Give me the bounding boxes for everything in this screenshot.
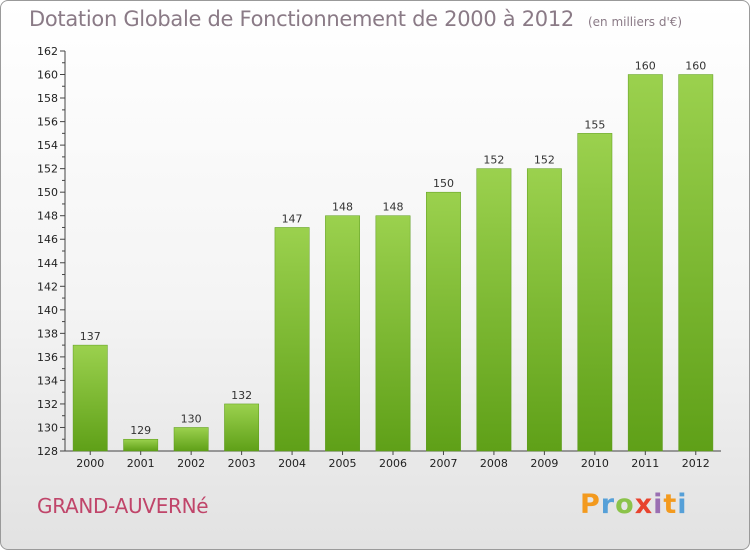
bar-2011 [627,74,663,452]
x-tick-label-2006: 2006 [379,457,407,470]
x-tick-label-2001: 2001 [127,457,155,470]
y-tick-label: 160 [37,69,58,82]
logo-letter: i [677,489,688,520]
y-tick-label: 136 [37,351,58,364]
bar-2001 [123,438,159,452]
y-tick-label: 158 [37,92,58,105]
y-tick-label: 134 [37,374,58,387]
y-tick-label: 150 [37,186,58,199]
value-label-2005: 148 [332,201,353,214]
value-label-2003: 132 [231,389,252,402]
logo-letter: x [634,489,654,520]
y-tick-label: 128 [37,445,58,458]
logo-letter: r [600,489,616,520]
y-tick-label: 142 [37,280,58,293]
value-label-2009: 152 [534,154,555,167]
bar-2004 [274,227,310,452]
chart-title: Dotation Globale de Fonctionnement de 20… [29,7,682,31]
logo-letter: P [580,489,601,520]
y-tick-label: 130 [37,421,58,434]
proxiti-logo: Proxiti [580,489,688,520]
y-tick-label: 138 [37,327,58,340]
y-tick-label: 148 [37,210,58,223]
x-tick-label-2004: 2004 [278,457,306,470]
bars [72,74,714,452]
x-tick-label-2008: 2008 [480,457,508,470]
value-label-2008: 152 [483,154,504,167]
x-tick-label-2003: 2003 [228,457,256,470]
x-tick-label-2002: 2002 [177,457,205,470]
x-tick-label-2010: 2010 [581,457,609,470]
bar-2009 [526,168,562,452]
x-tick-label-2011: 2011 [631,457,659,470]
y-tick-label: 144 [37,257,58,270]
chart-unit: (en milliers d'€) [587,15,683,29]
x-tick-label-2000: 2000 [76,457,104,470]
x-tick-label-2005: 2005 [329,457,357,470]
value-label-2004: 147 [282,212,303,225]
bar-2012 [678,74,714,452]
bar-2007 [426,191,461,452]
bar-2008 [476,168,512,452]
axes: 1281301321341361381401421441461481501521… [37,45,721,470]
value-label-2002: 130 [181,412,202,425]
y-tick-label: 156 [37,116,58,129]
value-label-2001: 129 [130,424,151,437]
x-tick-label-2012: 2012 [682,457,710,470]
value-label-2006: 148 [383,201,404,214]
bar-2003 [224,403,260,452]
value-label-2000: 137 [80,330,101,343]
value-label-2012: 160 [685,60,706,73]
logo-letter: i [653,489,664,520]
bar-2002 [173,427,209,452]
x-tick-label-2009: 2009 [530,457,558,470]
bar-value-labels: 137 129 130 132 147 148 148 150 152 152 155 160 160 [80,60,707,438]
value-label-2011: 160 [635,60,656,73]
y-tick-label: 146 [37,233,58,246]
bar-2000 [72,344,108,452]
bar-2005 [325,215,360,452]
x-tick-label-2007: 2007 [429,457,457,470]
y-tick-label: 162 [37,45,58,58]
y-tick-label: 140 [37,304,58,317]
commune-name: GRAND-AUVERNé [37,494,209,518]
y-tick-label: 154 [37,139,58,152]
y-tick-label: 152 [37,163,58,176]
logo-letter: o [615,489,635,520]
bar-2006 [375,215,411,452]
bar-2010 [577,133,613,452]
value-label-2010: 155 [584,118,605,131]
logo-letter: t [663,489,678,520]
chart-title-text: Dotation Globale de Fonctionnement de 20… [29,7,574,31]
y-tick-label: 132 [37,398,58,411]
value-label-2007: 150 [433,177,454,190]
